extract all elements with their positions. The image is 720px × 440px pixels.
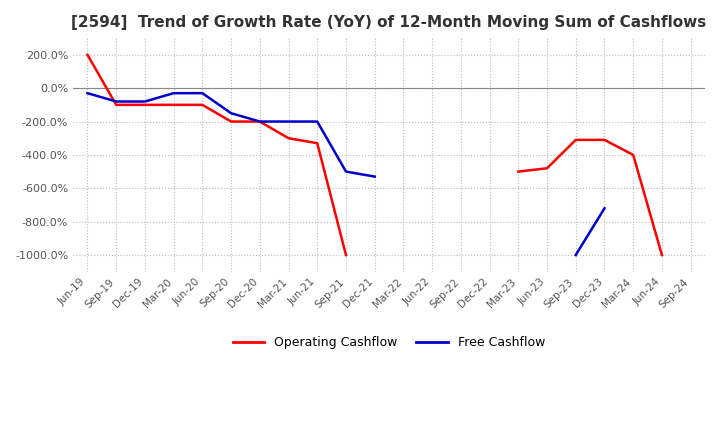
Legend: Operating Cashflow, Free Cashflow: Operating Cashflow, Free Cashflow xyxy=(228,331,550,354)
Title: [2594]  Trend of Growth Rate (YoY) of 12-Month Moving Sum of Cashflows: [2594] Trend of Growth Rate (YoY) of 12-… xyxy=(71,15,707,30)
